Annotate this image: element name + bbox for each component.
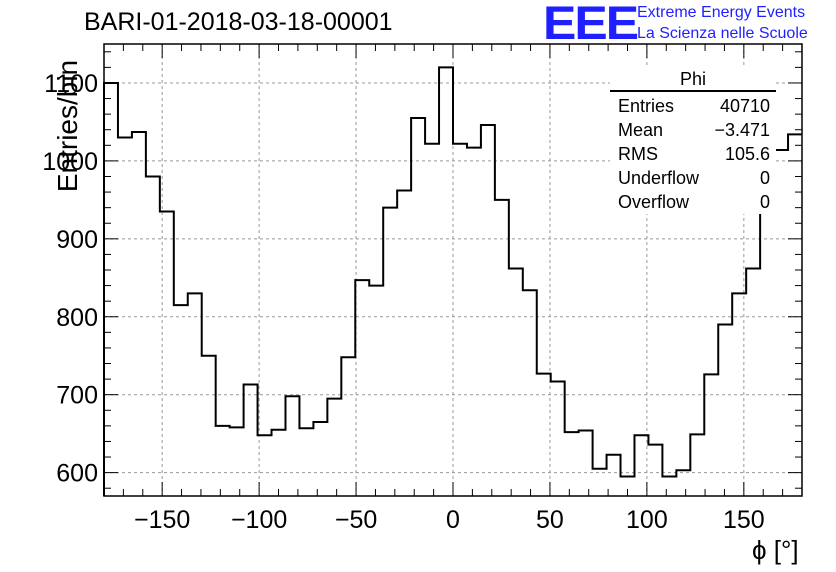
x-tick-label: −150 bbox=[134, 506, 190, 534]
y-axis-label: Entries/bin bbox=[52, 59, 83, 193]
stats-value: 40710 bbox=[719, 96, 770, 116]
y-tick-label: 1000 bbox=[42, 148, 98, 176]
x-tick-label: 150 bbox=[723, 506, 765, 534]
stats-value: −3.471 bbox=[714, 120, 770, 140]
y-tick-label: 700 bbox=[56, 382, 98, 410]
stats-value: 0 bbox=[759, 168, 770, 188]
x-tick-label: 0 bbox=[446, 506, 460, 534]
stats-title: Phi bbox=[610, 68, 776, 92]
stats-label: Overflow bbox=[618, 192, 690, 212]
y-tick-label: 600 bbox=[56, 460, 98, 488]
histogram bbox=[103, 66, 802, 496]
stats-value: 0 bbox=[759, 192, 770, 212]
axes: −150 −100 −50 0 50 100 150 600 700 800 900 1000 1100 bbox=[42, 43, 803, 534]
x-tick-label: −100 bbox=[231, 506, 287, 534]
logo-caption-line2: La Scienza nelle Scuole bbox=[637, 25, 808, 42]
stats-row: Underflow 0 bbox=[610, 166, 776, 190]
x-tick-label: 100 bbox=[626, 506, 668, 534]
chart-title: BARI-01-2018-03-18-00001 bbox=[84, 8, 393, 36]
stats-label: Entries bbox=[618, 96, 675, 116]
stats-row: Overflow 0 bbox=[610, 190, 776, 214]
y-tick-label: 1100 bbox=[44, 70, 98, 98]
stats-value: 105.6 bbox=[724, 144, 770, 164]
x-tick-label: 50 bbox=[536, 506, 564, 534]
histogram-line bbox=[103, 66, 802, 496]
y-tick-label: 800 bbox=[56, 304, 98, 332]
stats-box: Phi Entries 40710 Mean −3.471 RMS 105.6 … bbox=[610, 68, 776, 214]
x-axis-label: ϕ [°] bbox=[752, 535, 799, 565]
stats-label: Mean bbox=[618, 120, 664, 140]
stats-row: RMS 105.6 bbox=[610, 142, 776, 166]
logo-caption-line1: Extreme Energy Events bbox=[637, 4, 806, 21]
x-tick-label: −50 bbox=[335, 506, 377, 534]
y-tick-label: 900 bbox=[56, 226, 98, 254]
stats-row: Mean −3.471 bbox=[610, 118, 776, 142]
eee-logo: EEE bbox=[543, 0, 639, 50]
stats-label: RMS bbox=[618, 144, 658, 164]
stats-label: Underflow bbox=[618, 168, 700, 188]
stats-row: Entries 40710 bbox=[610, 94, 776, 118]
